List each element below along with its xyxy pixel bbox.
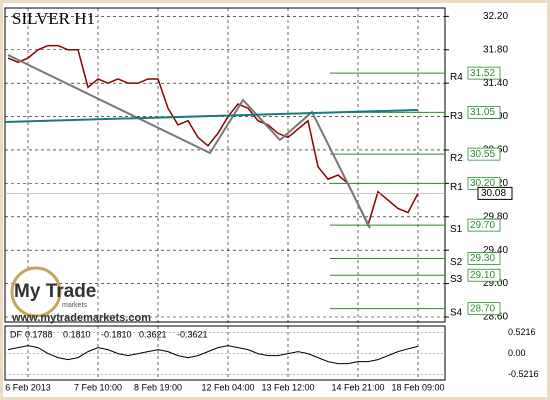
level-name: S1 [450,224,463,235]
y-tick-label: 28.60 [483,312,508,323]
level-name: S2 [450,257,463,268]
background [3,3,547,397]
x-tick-label: 12 Feb 04:00 [201,382,254,392]
level-value: 30.20 [470,178,495,189]
level-box [467,252,501,265]
level-name: R3 [450,111,463,122]
y-tick-label: 32.20 [483,11,508,22]
y-tick-label: 29.80 [483,211,508,222]
current-price-box [477,186,513,200]
indicator-name: DF [10,329,22,339]
level-box [467,66,501,80]
x-tick-label: 8 Feb 19:00 [134,382,182,392]
channel-line [4,109,419,123]
indicator-reading: -0.3621 [177,329,208,339]
chart-title: SILVER H1 [12,9,95,28]
level-name: S3 [450,274,463,285]
x-tick-label: 13 Feb 12:00 [261,382,314,392]
indicator-tick-label: 0.5216 [508,327,536,337]
indicator-reading: 0.1810 [63,329,91,339]
indicator-reading: -0.1810 [101,329,132,339]
y-tick-label: 29.00 [483,278,508,289]
logo: My Trade [14,281,96,302]
indicator-plot-border [4,325,446,381]
level-value: 29.30 [470,253,495,264]
plot-layer: 32.2031.8031.4031.0030.6030.2029.8029.40… [5,8,539,392]
level-value: 31.52 [470,68,495,79]
indicator-reading: 0.1788 [25,329,53,339]
current-price-label: 30.08 [481,188,506,199]
level-value: 29.10 [470,270,495,281]
level-box [467,302,501,316]
level-value: 29.70 [470,220,495,231]
x-tick-label: 6 Feb 2013 [5,382,51,392]
level-value: 31.05 [470,107,495,118]
indicator-reading: 0.3621 [139,329,167,339]
x-tick-label: 14 Feb 21:00 [331,382,384,392]
x-tick-label: 7 Feb 10:00 [74,382,122,392]
level-box [467,105,501,119]
y-tick-label: 31.40 [483,78,508,89]
level-name: R1 [450,182,463,193]
level-name: S4 [450,307,463,318]
level-box [467,218,501,232]
indicator-tick-label: 0.00 [508,348,526,358]
y-tick-label: 31.80 [483,44,508,55]
indicator-tick-label: -0.5216 [508,369,539,379]
trend-line [7,54,371,229]
level-name: R2 [450,153,463,164]
brand-url: www.mytrademarkets.com [11,312,151,324]
x-tick-label: 18 Feb 09:00 [391,382,444,392]
level-value: 28.70 [470,303,495,314]
logo-ring [10,266,62,318]
main-plot-border [4,7,446,323]
level-box [467,268,501,282]
indicator-line [7,345,419,365]
level-box [467,147,501,161]
y-tick-label: 29.40 [483,245,508,256]
logo-tagline: markets [62,302,87,309]
level-value: 30.55 [470,149,495,160]
level-name: R4 [450,72,463,83]
